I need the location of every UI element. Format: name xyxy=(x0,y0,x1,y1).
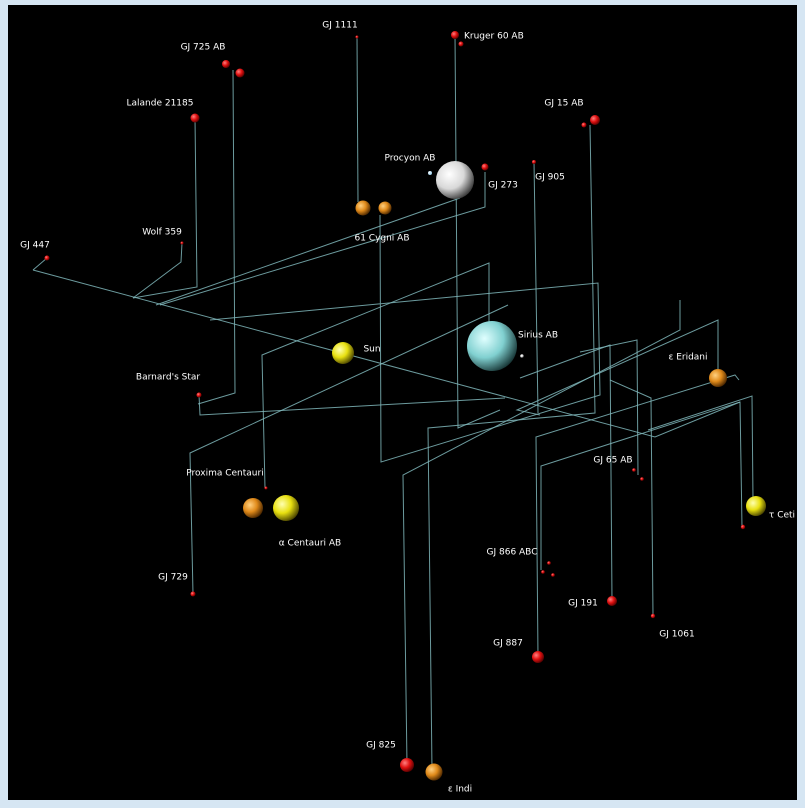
star xyxy=(467,321,517,371)
star-label: GJ 447 xyxy=(20,241,50,251)
star-label: Sirius AB xyxy=(518,331,558,341)
star xyxy=(458,41,464,47)
star xyxy=(590,115,600,125)
star-label: ε Indi xyxy=(448,785,472,795)
star xyxy=(222,60,230,68)
star-label: Procyon AB xyxy=(385,154,436,164)
star xyxy=(640,477,644,481)
star xyxy=(180,241,184,245)
star xyxy=(547,561,551,565)
star xyxy=(425,763,443,781)
star-label: GJ 273 xyxy=(488,181,518,191)
star-label: GJ 725 AB xyxy=(181,43,226,53)
star xyxy=(190,113,200,123)
star xyxy=(551,573,555,577)
star xyxy=(607,596,617,606)
star xyxy=(243,498,263,518)
space-background xyxy=(8,5,797,800)
star xyxy=(378,201,392,215)
star-label: 61 Cygni AB xyxy=(354,234,409,244)
star-label: GJ 866 ABC xyxy=(487,548,538,558)
star-label: GJ 191 xyxy=(568,599,598,609)
star-label: GJ 15 AB xyxy=(544,99,583,109)
star xyxy=(581,122,587,128)
star-label: Sun xyxy=(363,345,380,355)
star-label: Barnard's Star xyxy=(136,373,200,383)
star xyxy=(428,171,432,175)
star-label: α Centauri AB xyxy=(279,539,341,549)
star-label: GJ 887 xyxy=(493,639,523,649)
star xyxy=(746,496,766,516)
star xyxy=(520,354,524,358)
star xyxy=(264,486,268,490)
star-label: Lalande 21185 xyxy=(127,99,194,109)
star xyxy=(400,758,414,772)
star xyxy=(740,524,746,530)
star-label: GJ 825 xyxy=(366,741,396,751)
star xyxy=(650,613,656,619)
star xyxy=(436,161,474,199)
star-label: Wolf 359 xyxy=(142,228,182,238)
star xyxy=(451,31,459,39)
star xyxy=(709,369,727,387)
star-label: GJ 905 xyxy=(535,173,565,183)
star-label: ε Eridani xyxy=(668,353,707,363)
star xyxy=(196,392,202,398)
star xyxy=(235,68,245,78)
star xyxy=(632,468,636,472)
projection-lines xyxy=(32,34,754,771)
star-label: GJ 729 xyxy=(158,573,188,583)
star-label: GJ 1111 xyxy=(322,21,357,31)
star xyxy=(44,255,50,261)
star-label: τ Ceti xyxy=(769,511,795,521)
star-label: GJ 65 AB xyxy=(593,456,632,466)
star xyxy=(481,163,489,171)
star-label: Proxima Centauri xyxy=(186,469,263,479)
star xyxy=(355,200,371,216)
star xyxy=(190,591,196,597)
star xyxy=(532,651,544,663)
star-label: GJ 1061 xyxy=(659,630,694,640)
star xyxy=(332,342,354,364)
star xyxy=(355,35,359,39)
star-label: Kruger 60 AB xyxy=(464,32,524,42)
star xyxy=(541,570,545,574)
stars: GJ 1111 Kruger 60 AB GJ 725 AB GJ 15 AB Lala… xyxy=(20,21,795,795)
star xyxy=(273,495,299,521)
star xyxy=(532,160,536,164)
